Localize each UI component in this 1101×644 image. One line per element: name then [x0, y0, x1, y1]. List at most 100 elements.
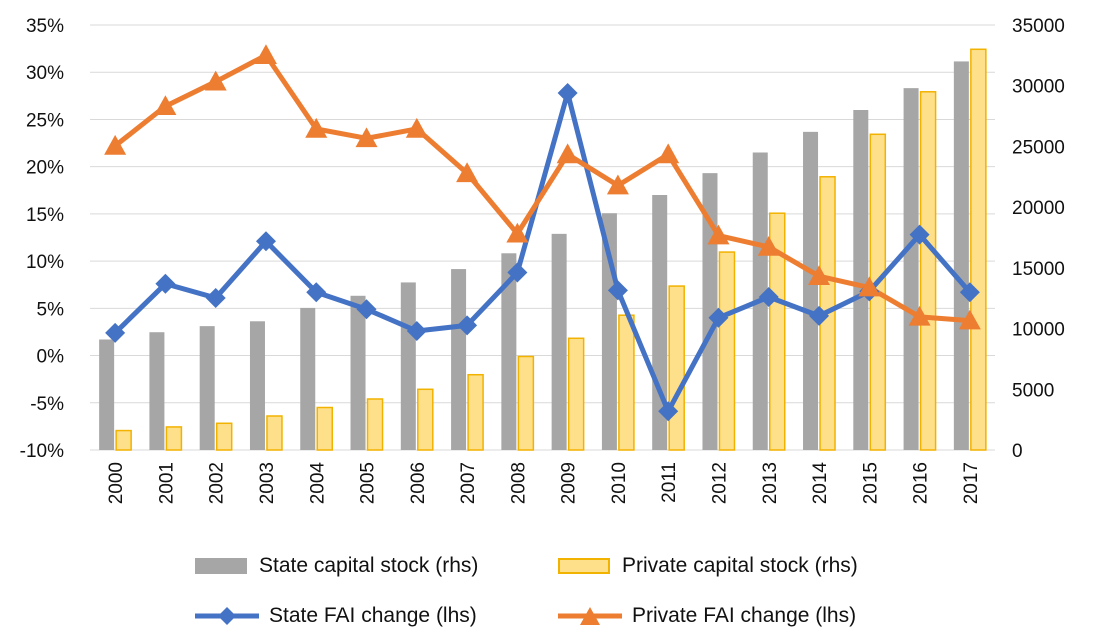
left-axis-tick-label: 25%: [26, 110, 64, 131]
right-axis-tick-label: 5000: [1012, 380, 1054, 401]
marker-private-fai: [556, 143, 579, 164]
line-state-fai: [112, 90, 973, 414]
category-label: 2015: [860, 462, 881, 504]
bar-private-capital: [366, 398, 384, 451]
bar-state-capital: [953, 61, 969, 451]
right-axis-tick-label: 20000: [1012, 198, 1065, 219]
marker-private-fai: [355, 127, 378, 148]
bar-state-capital: [501, 253, 517, 450]
right-axis-tick-label: 0: [1012, 441, 1023, 462]
legend-row-bars: State capital stock (rhs) Private capita…: [0, 554, 1101, 594]
left-axis-tick-label: 20%: [26, 158, 64, 179]
bar-state-capital: [99, 339, 115, 450]
marker-state-fai: [557, 83, 578, 103]
marker-state-fai: [607, 280, 628, 301]
bar-private-capital: [919, 91, 937, 451]
marker-private-fai: [757, 235, 780, 256]
bar-state-capital: [300, 307, 316, 450]
bar-private-capital: [769, 212, 786, 451]
bar-state-capital: [803, 131, 819, 450]
marker-state-fai: [758, 287, 779, 307]
marker-private-fai: [707, 224, 730, 245]
marker-private-fai: [506, 222, 529, 243]
marker-private-fai: [204, 70, 227, 91]
category-label: 2000: [106, 462, 127, 504]
left-axis-tick-label: 0%: [37, 347, 65, 368]
line-series: [104, 44, 981, 422]
category-label: 2009: [559, 462, 580, 504]
bar-private-capital: [115, 429, 132, 451]
category-label: 2011: [659, 462, 680, 503]
legend-label-private-capital: Private capital stock (rhs): [622, 554, 858, 577]
marker-state-fai: [959, 282, 980, 303]
marker-private-fai: [908, 305, 931, 326]
category-label: 2006: [408, 462, 429, 504]
category-label: 2005: [358, 462, 379, 504]
bar-private-capital: [618, 314, 635, 451]
legend-label-state-fai: State FAI change (lhs): [269, 604, 477, 627]
category-label: 2014: [810, 462, 831, 505]
right-axis-tick-label: 15000: [1012, 259, 1065, 280]
right-axis-tick-label: 35000: [1012, 16, 1065, 37]
bar-private-capital: [517, 355, 535, 451]
chart: -10% -5% 0% 5% 10% 15% 20% 25% 30% 35% 0 5000 10000 1…: [20, 16, 1065, 504]
left-axis-tick-label: 30%: [26, 63, 64, 84]
marker-private-fai: [305, 117, 328, 138]
left-axis-tick-label: 15%: [26, 205, 64, 226]
category-label: 2002: [207, 462, 228, 504]
marker-state-fai: [155, 273, 176, 294]
legend-item-state-capital: State capital stock (rhs): [195, 554, 478, 578]
legend-row-lines: State FAI change (lhs) Private FAI chang…: [0, 604, 1101, 644]
legend-swatch-state-capital: [195, 558, 247, 574]
category-label: 2007: [458, 462, 479, 504]
marker-state-fai: [809, 305, 830, 326]
marker-private-fai: [606, 174, 629, 195]
category-label: 2012: [709, 462, 730, 504]
legend-item-state-fai: State FAI change (lhs): [195, 604, 477, 628]
legend: State capital stock (rhs) Private capita…: [0, 540, 1101, 644]
bar-state-capital: [853, 110, 869, 450]
bar-state-capital: [903, 88, 919, 451]
marker-private-fai: [858, 276, 881, 297]
bar-private-capital: [668, 285, 685, 451]
right-axis-tick-label: 30000: [1012, 77, 1065, 98]
axes: -10% -5% 0% 5% 10% 15% 20% 25% 30% 35% 0 5000 10000 1…: [20, 16, 1065, 504]
bar-private-capital: [718, 251, 736, 451]
left-axis-tick-label: 35%: [26, 16, 64, 37]
legend-item-private-fai: Private FAI change (lhs): [558, 604, 856, 628]
category-label: 2001: [156, 462, 177, 504]
bar-state-capital: [350, 295, 366, 450]
marker-state-fai: [356, 299, 377, 320]
bar-private-capital: [467, 373, 484, 451]
marker-state-fai: [708, 307, 729, 328]
gridlines: [90, 24, 995, 451]
marker-state-fai: [306, 282, 327, 303]
legend-item-private-capital: Private capital stock (rhs): [558, 554, 858, 578]
category-label: 2008: [508, 462, 529, 504]
marker-private-fai: [808, 265, 831, 286]
bar-private-capital: [567, 337, 585, 451]
marker-private-fai: [154, 95, 177, 116]
marker-state-fai: [909, 224, 930, 245]
category-label: 2017: [961, 462, 982, 504]
marker-private-fai: [657, 143, 680, 164]
legend-swatch-private-capital: [558, 558, 610, 574]
bar-state-capital: [249, 321, 265, 450]
left-axis-tick-label: -5%: [30, 394, 64, 415]
category-label: 2003: [257, 462, 278, 504]
marker-state-fai: [205, 287, 226, 308]
bar-state-capital: [451, 269, 467, 450]
legend-swatch-private-fai: [558, 607, 622, 625]
bar-state-capital: [551, 233, 567, 450]
bar-private-capital: [970, 48, 987, 451]
left-axis-tick-label: 10%: [26, 252, 64, 273]
marker-state-fai: [658, 401, 679, 422]
marker-state-fai: [406, 321, 427, 341]
bar-private-capital: [215, 422, 233, 451]
legend-label-state-capital: State capital stock (rhs): [259, 554, 479, 577]
left-axis-tick-label: -10%: [20, 441, 64, 462]
category-label: 2004: [307, 462, 328, 505]
legend-label-private-fai: Private FAI change (lhs): [632, 604, 857, 627]
marker-state-fai: [457, 315, 478, 336]
bar-private-capital: [165, 426, 183, 451]
